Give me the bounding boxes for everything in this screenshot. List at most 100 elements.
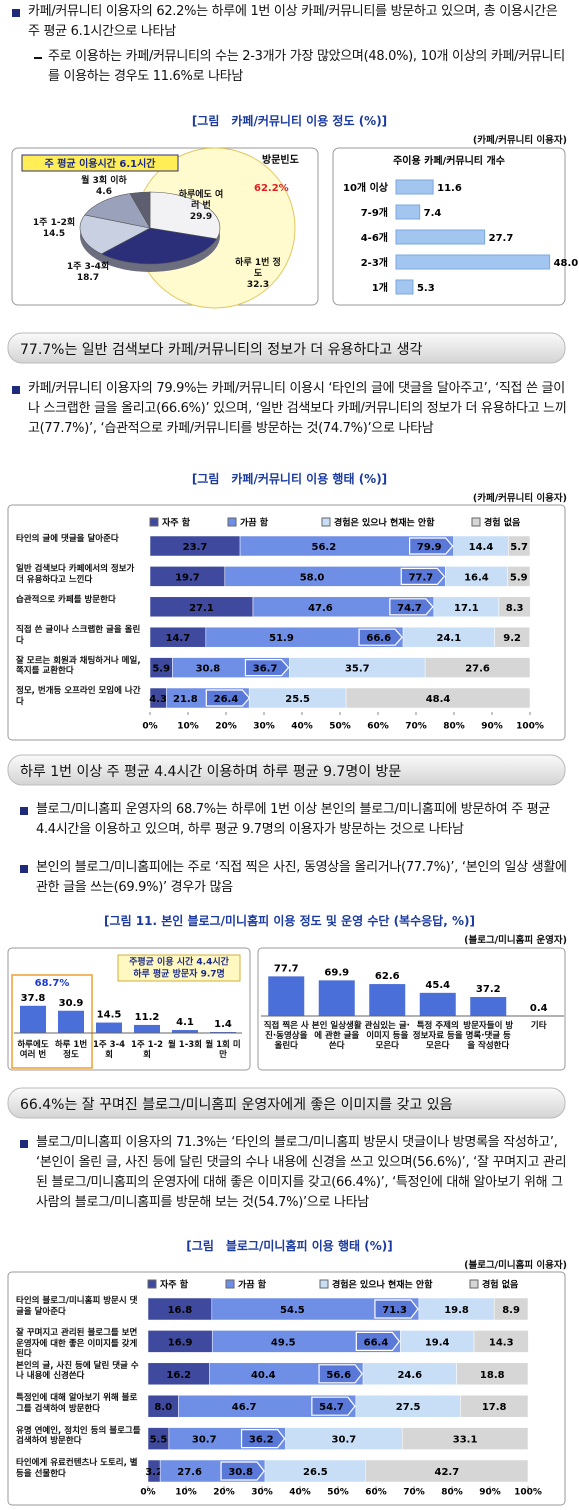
value-label: 1.4 <box>214 1019 232 1030</box>
chart-title: 주이용 카페/커뮤니티 개수 <box>393 154 505 167</box>
value-label: 0.4 <box>530 1003 548 1014</box>
combined-label: 30.8 <box>228 1467 253 1478</box>
bullet-text: 블로그/미니홈피 이용자의 71.3%는 ‘타인의 블로그/미니홈피 방문시 댓… <box>36 1135 567 1210</box>
legend-swatch <box>147 1279 157 1289</box>
value-label: 19.7 <box>175 572 200 583</box>
combined-label: 66.6 <box>366 633 391 644</box>
category-label: 방문자들이 방명록·댓글 등을 작성한다 <box>463 1021 514 1051</box>
legend-title: 방문빈도 <box>262 153 299 166</box>
bar-segment <box>473 1330 529 1353</box>
category-label: 본인의 글, 사진 등에 달린 댓글 수나 내용에 신경쓴다 <box>16 1360 139 1382</box>
label-box <box>21 154 179 172</box>
slice-name: 월 3회 이하 <box>81 176 127 186</box>
pie-slice <box>129 191 151 230</box>
note-box <box>117 954 241 982</box>
category-label: 본인 일상생활에 관한 글을 쓴다 <box>311 1021 362 1051</box>
x-tick-label: 70% <box>403 1488 425 1498</box>
category-label: 유명 연예인, 정치인 등의 블로그를 검색하여 방문한다 <box>16 1425 141 1447</box>
combined-badge <box>374 1299 419 1319</box>
figure-title: [그림 카페/커뮤니티 이용 정도 (%)] <box>191 114 388 128</box>
slice-label: 월 3회 이하 4.6 <box>78 176 130 198</box>
figure-note: (카페/커뮤니티 이용자) <box>472 135 567 146</box>
value-label: 54.5 <box>280 1305 305 1316</box>
figure-note: (블로그/미니홈피 운영자) <box>464 935 567 946</box>
value-label: 58.0 <box>300 572 325 583</box>
combined-label: 62.2% <box>254 183 289 194</box>
legend-swatch <box>469 1279 479 1289</box>
category-label: 1주 3-4회 <box>92 1040 126 1060</box>
value-label: 77.7 <box>274 963 299 974</box>
value-label: 30.9 <box>59 998 84 1009</box>
value-label: 24.1 <box>437 633 462 644</box>
value-label: 23.7 <box>183 542 208 553</box>
combined-label: 71.3 <box>382 1305 407 1316</box>
bar <box>172 1030 198 1033</box>
legend-label: 가끔 함 <box>240 517 269 529</box>
combined-badge <box>400 567 446 586</box>
value-label: 24.6 <box>397 1370 422 1381</box>
value-label: 46.7 <box>232 1402 257 1413</box>
category-label: 월 1회 미만 <box>205 1040 241 1060</box>
x-tick-label: 30% <box>251 1488 273 1498</box>
value-label: 3.2 <box>145 1467 163 1478</box>
x-tick-label: 90% <box>479 1488 501 1498</box>
slice-value: 4.6 <box>96 187 112 197</box>
slice-label: 1주 1-2회 14.5 <box>28 218 80 240</box>
value-label: 37.2 <box>476 984 501 995</box>
category-label: 습관적으로 카페를 방문한다 <box>16 594 116 605</box>
category-label: 타인의 글에 댓글을 달아준다 <box>16 534 119 544</box>
value-label: 4.3 <box>149 694 167 705</box>
bullet-icon <box>20 807 28 815</box>
x-tick-label: 40% <box>289 1488 311 1498</box>
bar <box>96 1022 122 1033</box>
combined-label: 26.4 <box>214 694 239 705</box>
slice-name: 하루에도 여러 번 <box>178 190 224 211</box>
value-label: 9.2 <box>503 633 521 644</box>
value-label: 42.7 <box>435 1467 460 1478</box>
combined-label: 68.7% <box>35 978 70 989</box>
value-label: 4.1 <box>176 1017 194 1028</box>
combined-badge <box>318 1364 363 1384</box>
pie-label: 주 평균 이용시간 6.1시간 <box>45 157 157 170</box>
value-label: 37.8 <box>21 993 46 1004</box>
bar-segment <box>401 1427 529 1450</box>
sub-text: 주로 이용하는 카페/커뮤니티의 수는 2-3개가 가장 많았으며(48.0%)… <box>48 49 565 84</box>
slice-value: 18.7 <box>76 273 100 283</box>
value-label: 19.4 <box>425 1337 450 1348</box>
value-label: 8.3 <box>506 603 524 614</box>
value-label: 14.5 <box>97 1010 122 1021</box>
bar <box>470 997 507 1016</box>
x-tick-label: 20% <box>213 1488 235 1498</box>
x-tick-label: 70% <box>405 722 427 732</box>
combined-label: 79.9 <box>417 542 442 553</box>
value-label: 21.8 <box>173 694 198 705</box>
category-label: 1주 1-2회 <box>130 1040 164 1060</box>
combined-badge <box>205 689 251 707</box>
category-label: 월 1-3회 <box>168 1040 202 1050</box>
bullet-text: 본인의 블로그/미니홈피에는 주로 ‘직접 찍은 사진, 동영상을 올리거나(7… <box>36 860 567 895</box>
x-tick-label: 30% <box>253 722 275 732</box>
heading: 하루 1번 이상 주 평균 4.4시간 이용하며 하루 평균 9.7명이 방문 <box>20 764 402 780</box>
value-label: 19.8 <box>444 1305 469 1316</box>
bullet-text: 카페/커뮤니티 이용자의 62.2%는 하루에 1번 이상 카페/커뮤니티를 방… <box>28 4 558 39</box>
value-label: 18.8 <box>480 1370 505 1381</box>
slice-label: 하루 1번 정도 32.3 <box>232 258 284 291</box>
pie-slice <box>100 227 218 265</box>
category-label: 타인의 블로그/미니홈피 방문시 댓글을 달아준다 <box>16 1296 138 1317</box>
value-label: 7.4 <box>424 208 442 219</box>
bullet-text: 카페/커뮤니티 이용자의 79.9%는 카페/커뮤니티 이용시 ‘타인의 글에 … <box>28 381 567 436</box>
value-label: 40.4 <box>251 1370 276 1381</box>
legend-label: 자주 함 <box>162 517 191 529</box>
heading: 77.7%는 일반 검색보다 카페/커뮤니티의 정보가 더 유용하다고 생각 <box>20 342 423 358</box>
value-label: 27.6 <box>177 1467 202 1478</box>
slice-value: 32.3 <box>246 280 270 290</box>
value-label: 27.7 <box>489 233 514 244</box>
value-label: 26.5 <box>303 1467 328 1478</box>
combined-badge <box>358 628 403 646</box>
note: 하루 평균 방문자 9.7명 <box>133 968 225 980</box>
value-label: 16.8 <box>168 1305 193 1316</box>
legend-label: 가끔 함 <box>238 1279 267 1291</box>
bar <box>419 992 456 1016</box>
